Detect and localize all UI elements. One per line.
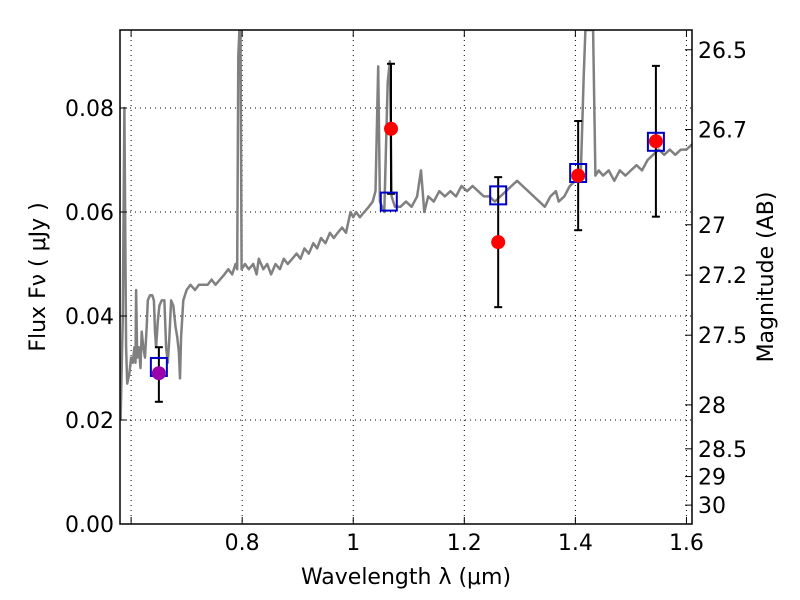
x-axis-label: Wavelength λ (μm) <box>301 565 511 590</box>
model-point <box>646 131 665 152</box>
axes: 0.8 1 1.2 1.4 1.6 0.00 0.02 0.04 0.06 0.08 26.5 26.… <box>65 29 747 556</box>
observed-point <box>571 168 586 183</box>
y-tick-label: 0.00 <box>65 513 114 538</box>
y-tick-label: 0.06 <box>65 201 114 226</box>
mag-tick-label: 29 <box>698 466 726 491</box>
mag-tick-label: 28.5 <box>698 438 747 463</box>
mag-tick-label: 28 <box>698 394 726 419</box>
y-tick-label: 0.04 <box>65 305 114 330</box>
observed-point <box>151 366 166 381</box>
observed-point <box>384 121 399 136</box>
model-point <box>489 185 508 206</box>
mag-tick-label: 30 <box>698 494 726 519</box>
mag-tick-label: 27.2 <box>698 264 747 289</box>
x-tick-label: 1.4 <box>558 531 593 556</box>
x-tick-label: 1.2 <box>447 531 482 556</box>
observed-point <box>491 235 506 250</box>
x-tick-label: 1.6 <box>669 531 704 556</box>
observed-point <box>648 134 663 149</box>
x-tick-label: 1 <box>346 531 360 556</box>
y-tick-label: 0.08 <box>65 97 114 122</box>
y-axis-label: Flux Fν ( μJy ) <box>26 202 51 351</box>
model-point <box>379 191 398 212</box>
mag-tick-label: 26.7 <box>698 119 747 144</box>
x-tick-label: 0.8 <box>225 531 260 556</box>
y-tick-label: 0.02 <box>65 409 114 434</box>
mag-tick-label: 27.5 <box>698 324 747 349</box>
spectrum-line <box>120 30 692 421</box>
mag-tick-label: 26.5 <box>698 39 747 64</box>
y-axis-label-right: Magnitude (AB) <box>754 192 779 363</box>
grid <box>120 30 692 525</box>
mag-tick-label: 27 <box>698 214 726 239</box>
plot-area <box>120 30 692 421</box>
axes-frame <box>119 29 693 525</box>
